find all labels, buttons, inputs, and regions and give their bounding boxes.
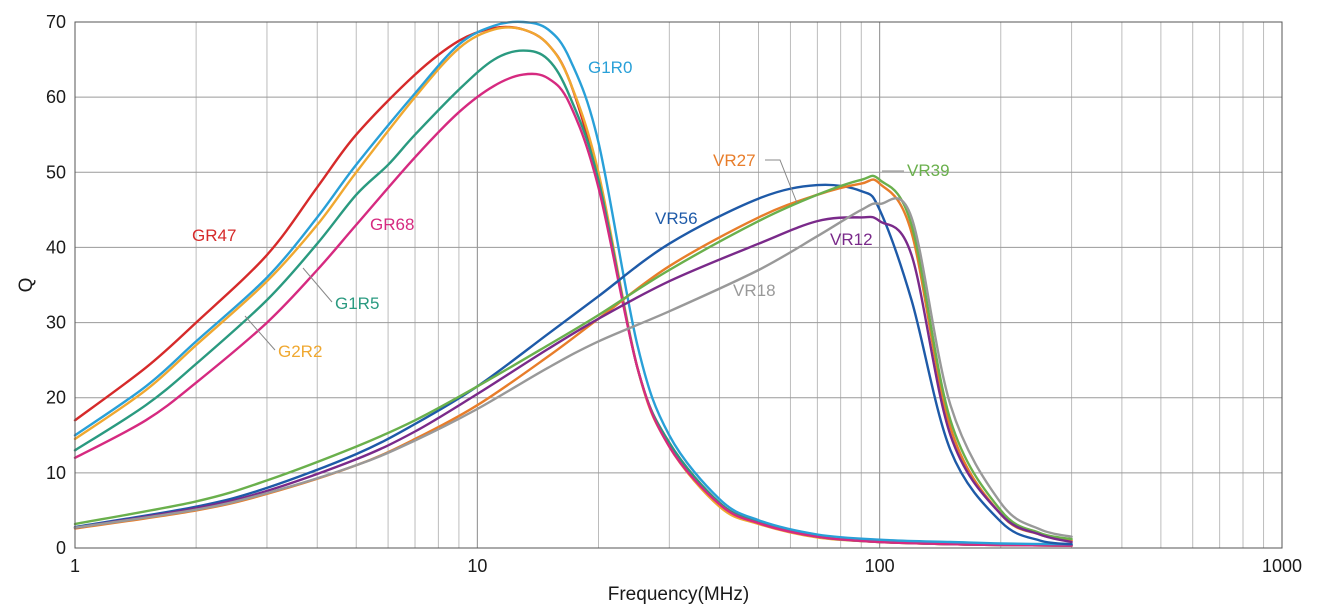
leader-line: [244, 315, 276, 351]
y-tick-label: 30: [46, 313, 66, 333]
leader-line: [302, 267, 333, 303]
y-tick-label: 40: [46, 237, 66, 257]
x-tick-label: 100: [865, 556, 895, 576]
series-line-g1r0: [73, 20, 1073, 546]
series-line-vr18: [73, 197, 1073, 538]
tick-labels: 1 10 100 1000 0 10 20 30 40 50 60 70: [46, 12, 1302, 576]
series-label-vr56: VR56: [655, 209, 698, 228]
series-labels: GR47 G2R2 G1R5 GR68 G1R0 VR56 VR27 VR39 VR12 VR18: [192, 58, 950, 361]
y-tick-label: 70: [46, 12, 66, 32]
series-label-g1r5: G1R5: [335, 294, 379, 313]
series-label-vr39: VR39: [907, 161, 950, 180]
series-label-vr27: VR27: [713, 151, 756, 170]
y-tick-label: 10: [46, 463, 66, 483]
x-tick-label: 1: [70, 556, 80, 576]
series-label-vr12: VR12: [830, 230, 873, 249]
series-line-vr39: [73, 174, 1073, 541]
y-tick-label: 0: [56, 538, 66, 558]
y-axis-title: Q: [16, 278, 37, 293]
x-axis-title: Frequency(MHz): [608, 584, 749, 605]
leader-line: [765, 159, 798, 204]
y-tick-label: 60: [46, 87, 66, 107]
plot-frame: [74, 21, 1283, 549]
label-leaders: [244, 159, 904, 351]
series-lines: [73, 20, 1073, 547]
x-tick-label: 10: [467, 556, 487, 576]
grid: [74, 21, 1283, 549]
series-line-vr56: [73, 183, 1073, 546]
series-label-g1r0: G1R0: [588, 58, 632, 77]
series-label-gr68: GR68: [370, 215, 414, 234]
y-tick-label: 20: [46, 388, 66, 408]
series-label-vr18: VR18: [733, 281, 776, 300]
y-tick-label: 50: [46, 162, 66, 182]
series-line-gr68: [73, 72, 1073, 547]
series-label-gr47: GR47: [192, 226, 236, 245]
x-tick-label: 1000: [1262, 556, 1302, 576]
series-label-g2r2: G2R2: [278, 342, 322, 361]
series-line-vr12: [73, 215, 1073, 544]
